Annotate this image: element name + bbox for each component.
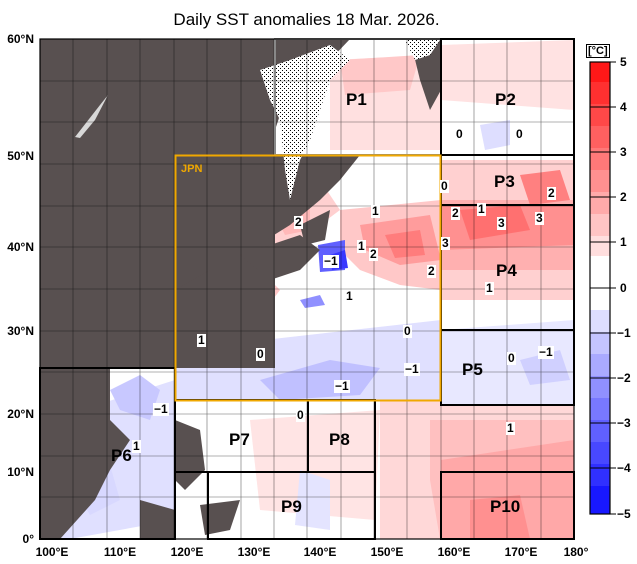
colorbar-unit: [°C] [586,44,610,58]
colorbar-tick: −5 [617,507,631,521]
contour-label: 1 [132,439,141,453]
contour-label: 0 [507,351,516,365]
contour-label: 0 [440,179,449,193]
colorbar-tick: 3 [620,145,627,159]
contour-label: 1 [197,333,206,347]
region-label-jpn: JPN [181,163,203,175]
contour-label: −1 [404,362,420,376]
contour-label: 2 [547,186,556,200]
colorbar-tick: −3 [617,416,631,430]
map-frame [39,38,575,540]
region-label-p9: P9 [281,497,302,516]
colorbar [589,61,616,515]
region-label-p3: P3 [494,172,515,191]
region-label-p7: P7 [229,430,250,449]
region-label-p8: P8 [329,430,350,449]
contour-label: 3 [497,216,506,230]
y-axis-label: 50°N [7,149,34,163]
jpn-box [174,154,442,402]
x-axis-label: 170°E [504,545,538,559]
colorbar-tick: 0 [620,281,627,295]
lake [75,95,108,138]
y-axis-label: 60°N [7,32,34,46]
y-axis-label: 30°N [7,324,34,338]
sea-ice [405,40,440,60]
x-axis-label: 130°E [237,545,271,559]
region-label-p5: P5 [462,360,483,379]
contour-label: 0 [256,347,265,361]
contour-label: 2 [427,264,436,278]
contour-label: 0 [515,127,524,141]
contour-label: −1 [334,379,350,393]
contour-label: 2 [294,215,303,229]
x-axis-label: 110°E [103,545,137,559]
colorbar-tick: −4 [617,461,631,475]
contour-label: 1 [345,289,354,303]
colorbar-tick: −1 [617,326,631,340]
land [40,39,441,539]
y-axis-label: 10°N [7,465,34,479]
colorbar-tick: 4 [620,100,627,114]
contour-label: 0 [455,127,464,141]
contour-label: 1 [477,202,486,216]
contour-label: −1 [323,254,339,268]
region-label-p2: P2 [495,90,516,109]
contour-label: 0 [403,324,412,338]
contour-label: −1 [538,345,554,359]
region-label-p6: P6 [111,446,132,465]
colorbar-tick: 5 [620,55,627,69]
x-axis-label: 150°E [370,545,404,559]
contour-label: 3 [535,211,544,225]
x-axis-label: 140°E [303,545,337,559]
contour-label: −1 [153,402,169,416]
contour-label: 1 [506,421,515,435]
x-axis-label: 160°E [437,545,471,559]
contour-label: 1 [371,204,380,218]
contour-label: 1 [357,239,366,253]
contour-label: 3 [441,236,450,250]
x-axis-label: 180° [563,545,589,559]
sea-ice [260,45,350,200]
region-label-p1: P1 [346,90,367,109]
region-label-p10: P10 [490,497,521,516]
x-axis-label: 120°E [170,545,204,559]
colorbar-tick: 2 [620,190,627,204]
chart-title: Daily SST anomalies 18 Mar. 2026. [173,10,440,29]
y-axis-label: 40°N [7,240,34,254]
contour-label: 0 [296,408,305,422]
y-axis-label: 0° [22,532,34,546]
region-label-p4: P4 [496,261,517,280]
colorbar-tick: −2 [617,371,631,385]
x-axis-label: 100°E [35,545,69,559]
contour-label: 1 [485,281,494,295]
y-axis-label: 20°N [7,407,34,421]
colorbar-tick: 1 [620,235,627,249]
contour-label: 2 [451,206,460,220]
contour-label: 2 [369,247,378,261]
